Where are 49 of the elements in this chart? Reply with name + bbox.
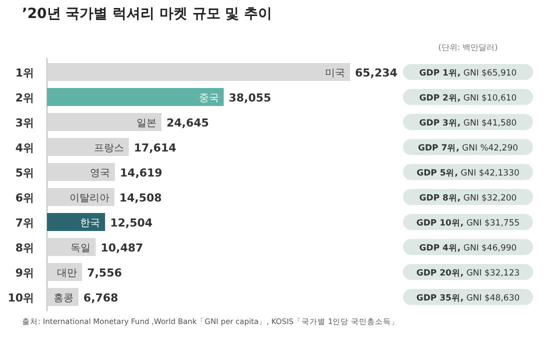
bar	[47, 63, 350, 81]
y-tick-label: 8위	[15, 242, 34, 254]
text: GDP 5위, GNI $42,1330	[416, 168, 520, 178]
bar	[47, 163, 115, 181]
annotation: 영국	[90, 168, 110, 179]
annotation: 일본	[136, 118, 156, 129]
y-tick-label: 1위	[15, 66, 34, 80]
annotation: 독일	[70, 243, 91, 254]
data-label: 14,508	[119, 192, 162, 204]
text: (단위: 백만달러)	[438, 43, 498, 52]
data-label: 6,768	[83, 292, 118, 304]
annotation: 대만	[57, 268, 78, 279]
text: GDP 35위, GNI $48,630	[416, 294, 520, 304]
data-label: 14,619	[120, 166, 162, 180]
text: GDP 10위, GNI $31,755	[416, 218, 520, 228]
bar	[47, 213, 106, 231]
data-label: 65,234	[355, 66, 398, 80]
annotation: 미국	[325, 68, 345, 79]
data-label: 12,504	[110, 216, 153, 230]
data-label: 17,614	[134, 142, 177, 154]
text: GDP 3위, GNI $41,580	[419, 118, 517, 128]
data-label: 24,645	[166, 116, 209, 130]
text: GDP 1위, GNI $65,910	[419, 68, 517, 78]
y-tick-label: 4위	[15, 142, 34, 154]
y-tick-label: 5위	[15, 166, 34, 180]
chart-title: ’20년 국가별 럭셔리 마켓 규모 및 추이	[22, 6, 272, 22]
text: GDP 4위, GNI $46,990	[419, 244, 517, 254]
bar	[47, 138, 129, 156]
annotation: 한국	[80, 218, 100, 229]
y-tick-label: 9위	[15, 266, 34, 280]
text: GDP 2위, GNI $10,610	[419, 94, 517, 104]
y-tick-label: 10위	[8, 292, 34, 304]
text: GDP 20위, GNI $32,123	[416, 268, 520, 278]
annotation: 프랑스	[94, 143, 124, 154]
data-label: 7,556	[87, 266, 122, 280]
annotation: 중국	[198, 93, 219, 104]
bar	[47, 113, 162, 131]
y-tick-label: 6위	[15, 192, 34, 204]
y-tick-label: 3위	[15, 116, 34, 130]
annotation: 홍콩	[53, 293, 74, 304]
text: GDP 7위, GNI %42,290	[418, 144, 518, 154]
text: GDP 8위, GNI $32,200	[419, 194, 517, 204]
bar	[47, 88, 224, 106]
data-label: 38,055	[228, 92, 272, 104]
y-tick-label: 2위	[15, 92, 34, 104]
annotation: 이탈리아	[69, 193, 110, 204]
bar	[47, 238, 96, 256]
y-tick-label: 7위	[15, 216, 34, 230]
data-label: 10,487	[100, 242, 144, 254]
